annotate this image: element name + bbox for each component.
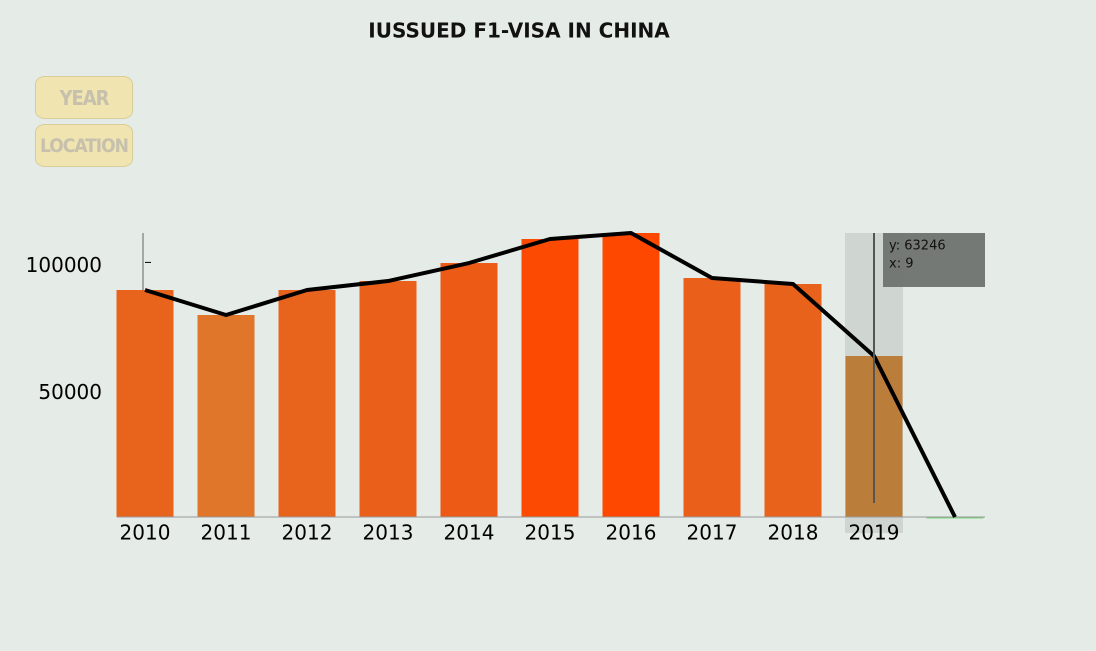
y-tick-label: 100000 [26,253,102,277]
bar [602,233,660,517]
chart-title: IUSSUED F1-VISA IN CHINA [368,19,670,43]
x-tick-label: 2010 [120,521,171,545]
x-tick-label: 2011 [201,521,252,545]
bar [197,315,255,517]
x-tick-label: 2017 [687,521,738,545]
tooltip-x: x: 9 [889,257,913,272]
trend-line [144,231,957,518]
x-tick-label: 2014 [444,521,495,545]
location-button[interactable]: LOCATION [35,124,133,167]
x-tick-label: 2013 [363,521,414,545]
year-button[interactable]: YEAR [35,76,133,119]
bar [926,517,984,519]
x-tick-label: 2016 [606,521,657,545]
tooltip-y: y: 63246 [889,239,946,254]
x-tick-label: 2012 [282,521,333,545]
bar [521,239,579,517]
x-tick-label: 2015 [525,521,576,545]
y-tick-label: 50000 [38,380,102,404]
bar [359,281,417,517]
bar [764,283,822,517]
bar [116,290,174,517]
bar [440,263,498,517]
tooltip-box [883,233,985,287]
x-tick-label: 2019 [849,521,900,545]
x-tick-label: 2018 [768,521,819,545]
bar [683,278,741,517]
bar [278,290,336,517]
